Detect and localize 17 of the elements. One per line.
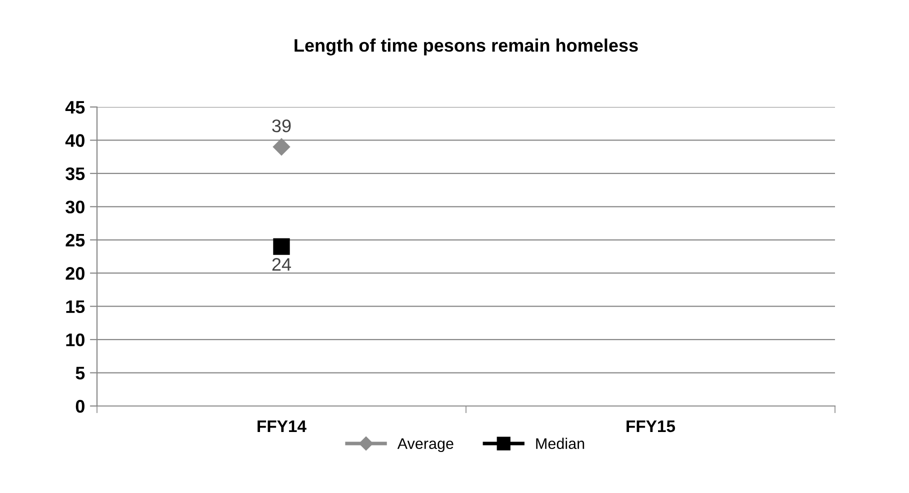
y-tick-label: 45 [65,101,85,114]
legend-label: Average [397,438,454,452]
y-tick-label: 30 [66,200,84,214]
y-tick-label: 35 [66,167,85,180]
x-tick-label: FFY14 [258,420,306,432]
y-tick-label: 0 [76,400,84,413]
y-tick-label: 10 [66,333,84,346]
chart-title: Length of time pesons remain homeless [294,38,638,56]
x-tick-label: FFY15 [626,420,676,432]
legend-label: Median [536,438,584,450]
y-tick-label: 15 [66,300,85,314]
y-tick-label: 25 [66,234,85,247]
data-label: 39 [272,119,291,132]
y-tick-label: 5 [76,366,85,380]
y-tick-label: 20 [66,267,84,280]
y-tick-label: 40 [65,134,84,147]
data-label: 24 [272,258,292,271]
